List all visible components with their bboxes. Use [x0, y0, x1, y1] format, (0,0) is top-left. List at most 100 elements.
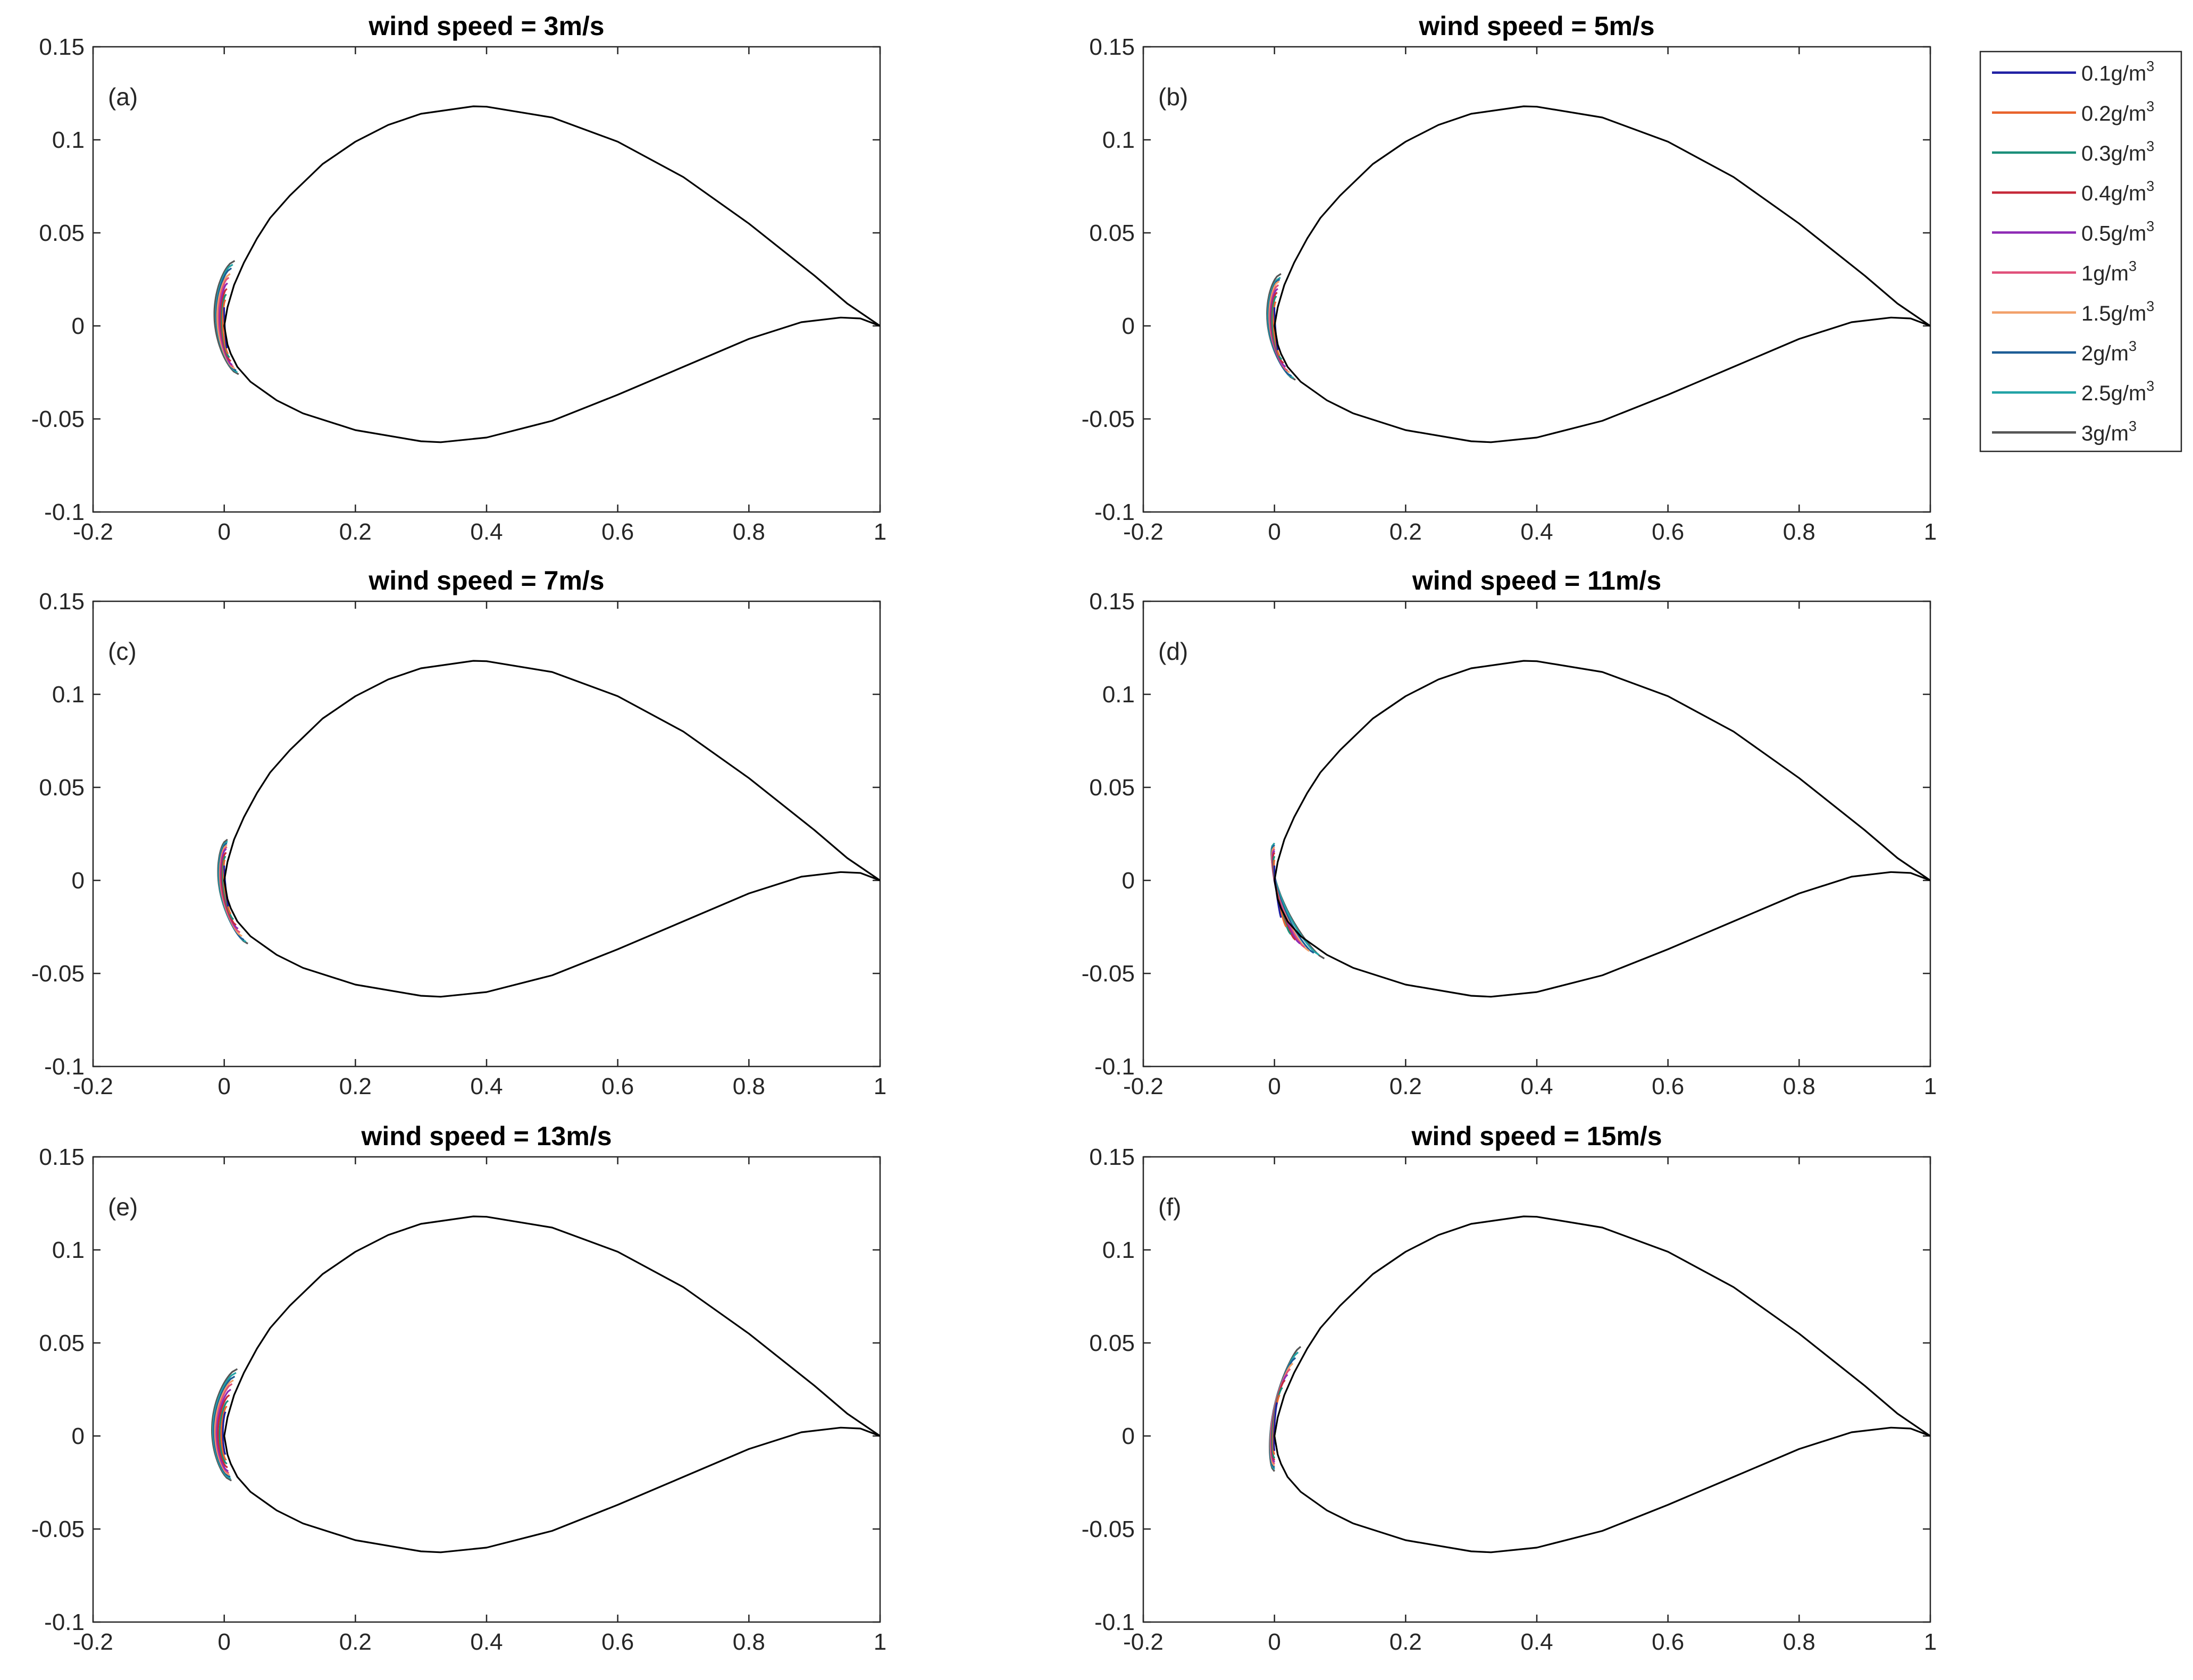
airfoil-outline: [1274, 1215, 1930, 1553]
y-tick-label: 0.05: [39, 775, 85, 801]
legend: 0.1g/m3 0.2g/m3 0.3g/m3 0.4g/m3 0.5g/m3 1g/m3…: [1979, 51, 2182, 452]
legend-label: 1.5g/m3: [2081, 298, 2154, 325]
panel-tag: (c): [108, 637, 137, 665]
x-tick-label: 0.6: [1652, 519, 1684, 545]
legend-label: 0.4g/m3: [2081, 178, 2154, 205]
x-tick-label: 1: [1924, 1629, 1937, 1655]
axes-box: [1142, 600, 1931, 1068]
y-tick-label: -0.1: [44, 1609, 85, 1635]
ice-shape-3gm3: [213, 260, 239, 375]
x-tick-label: 0.4: [470, 1629, 503, 1655]
y-tick-label: 0.1: [1102, 682, 1135, 708]
x-tick-label: 0.4: [1520, 519, 1553, 545]
x-tick-label: 0.2: [1390, 1629, 1422, 1655]
airfoil-outline: [223, 105, 880, 443]
y-tick-label: 0.15: [1089, 34, 1135, 60]
x-tick-label: 0.8: [1783, 1629, 1815, 1655]
x-tick-label: -0.2: [1123, 1073, 1164, 1099]
axes-box: [1142, 1156, 1931, 1623]
y-tick-label: 0.15: [39, 589, 85, 615]
y-tick-label: 0.05: [39, 1330, 85, 1356]
ice-shape-0.3gm3: [219, 1400, 229, 1465]
x-tick-label: 0.6: [1652, 1073, 1684, 1099]
x-tick-label: 0.4: [470, 1073, 503, 1099]
x-tick-label: 0.6: [601, 519, 634, 545]
x-tick-label: 0.8: [1783, 519, 1815, 545]
legend-label: 3g/m3: [2081, 418, 2137, 445]
plot-area: [1266, 105, 1930, 443]
y-tick-label: -0.1: [1094, 499, 1135, 525]
y-tick-label: 0.05: [39, 220, 85, 246]
x-tick-label: 1: [1924, 519, 1937, 545]
y-tick-label: 0.15: [39, 34, 85, 60]
x-tick-label: 0.2: [339, 519, 372, 545]
x-tick-label: 1: [874, 1629, 886, 1655]
y-tick-label: 0: [72, 313, 85, 339]
x-tick-label: -0.2: [73, 519, 113, 545]
panel-tag: (f): [1158, 1193, 1181, 1221]
airfoil-outline: [1274, 105, 1930, 443]
y-tick-label: 0.15: [39, 1144, 85, 1170]
y-tick-label: -0.05: [1082, 406, 1135, 432]
panel-f: -0.2 0 0.2 0.4 0.6 0.8 1 -0.1 -0.05 0 0.05 0.1 0.15 w…: [1082, 1121, 1937, 1655]
x-tick-label: 0.8: [1783, 1073, 1815, 1099]
y-tick-label: -0.05: [31, 961, 85, 987]
ice-shape-0.2gm3: [220, 1405, 228, 1461]
y-tick-label: 0.05: [1089, 220, 1135, 246]
y-tick-label: -0.1: [44, 1054, 85, 1080]
y-tick-label: 0: [1122, 868, 1135, 894]
y-tick-label: 0.1: [52, 1237, 85, 1263]
panels-layer: -0.2 0 0.2 0.4 0.6 0.8 1 -0.1 -0.05 0 0.05 0.1 0.15 w…: [31, 11, 1937, 1655]
x-tick-label: 1: [874, 519, 886, 545]
ice-shape-0.4gm3: [217, 1394, 230, 1468]
axes-box: [92, 46, 881, 513]
x-tick-label: 0.6: [601, 1629, 634, 1655]
x-tick-label: -0.2: [1123, 1629, 1164, 1655]
legend-label: 0.2g/m3: [2081, 98, 2154, 125]
panel-title: wind speed = 13m/s: [361, 1121, 612, 1151]
panel-title: wind speed = 7m/s: [368, 566, 604, 595]
panel-a: -0.2 0 0.2 0.4 0.6 0.8 1 -0.1 -0.05 0 0.05 0.1 0.15 w…: [31, 11, 887, 545]
panel-title: wind speed = 3m/s: [368, 11, 604, 41]
x-tick-label: 0.2: [1390, 1073, 1422, 1099]
y-tick-label: 0: [72, 868, 85, 894]
x-tick-label: 0.2: [1390, 519, 1422, 545]
panel-title: wind speed = 15m/s: [1411, 1121, 1662, 1151]
x-tick-label: 0: [217, 1073, 230, 1099]
legend-label: 0.5g/m3: [2081, 218, 2154, 245]
y-tick-label: 0.15: [1089, 1144, 1135, 1170]
airfoil-outline: [223, 1215, 880, 1553]
x-tick-label: 0: [1268, 519, 1280, 545]
y-tick-label: -0.05: [31, 1516, 85, 1542]
y-tick-label: -0.1: [1094, 1054, 1135, 1080]
x-tick-label: 0: [217, 1629, 230, 1655]
plot-area: [213, 105, 880, 443]
airfoil-outline: [223, 660, 880, 998]
panel-c: -0.2 0 0.2 0.4 0.6 0.8 1 -0.1 -0.05 0 0.05 0.1 0.15 w…: [31, 566, 887, 1099]
x-tick-label: -0.2: [73, 1073, 113, 1099]
plot-area: [1269, 1215, 1930, 1553]
panel-tag: (a): [108, 83, 138, 111]
plot-area: [1270, 660, 1930, 998]
x-tick-label: 0.2: [339, 1629, 372, 1655]
ice-shape-0.1gm3: [1273, 1402, 1278, 1451]
panel-title: wind speed = 5m/s: [1418, 11, 1654, 41]
panel-tag: (e): [108, 1193, 138, 1221]
legend-label: 1g/m3: [2081, 258, 2137, 285]
axes-box: [92, 1156, 881, 1623]
x-tick-label: 0.8: [733, 1629, 765, 1655]
y-tick-label: 0.1: [52, 682, 85, 708]
plot-area: [217, 660, 880, 998]
panel-b: -0.2 0 0.2 0.4 0.6 0.8 1 -0.1 -0.05 0 0.05 0.1 0.15 w…: [1082, 11, 1937, 545]
axes-box: [92, 600, 881, 1068]
x-tick-label: 0.8: [733, 519, 765, 545]
x-tick-label: 0: [1268, 1073, 1280, 1099]
y-tick-label: 0.05: [1089, 1330, 1135, 1356]
panel-tag: (d): [1158, 637, 1188, 665]
plot-area: [211, 1215, 880, 1553]
x-tick-label: 0.4: [1520, 1629, 1553, 1655]
panel-d: -0.2 0 0.2 0.4 0.6 0.8 1 -0.1 -0.05 0 0.05 0.1 0.15 w…: [1082, 566, 1937, 1099]
y-tick-label: 0.1: [52, 127, 85, 153]
panel-e: -0.2 0 0.2 0.4 0.6 0.8 1 -0.1 -0.05 0 0.05 0.1 0.15 w…: [31, 1121, 887, 1655]
